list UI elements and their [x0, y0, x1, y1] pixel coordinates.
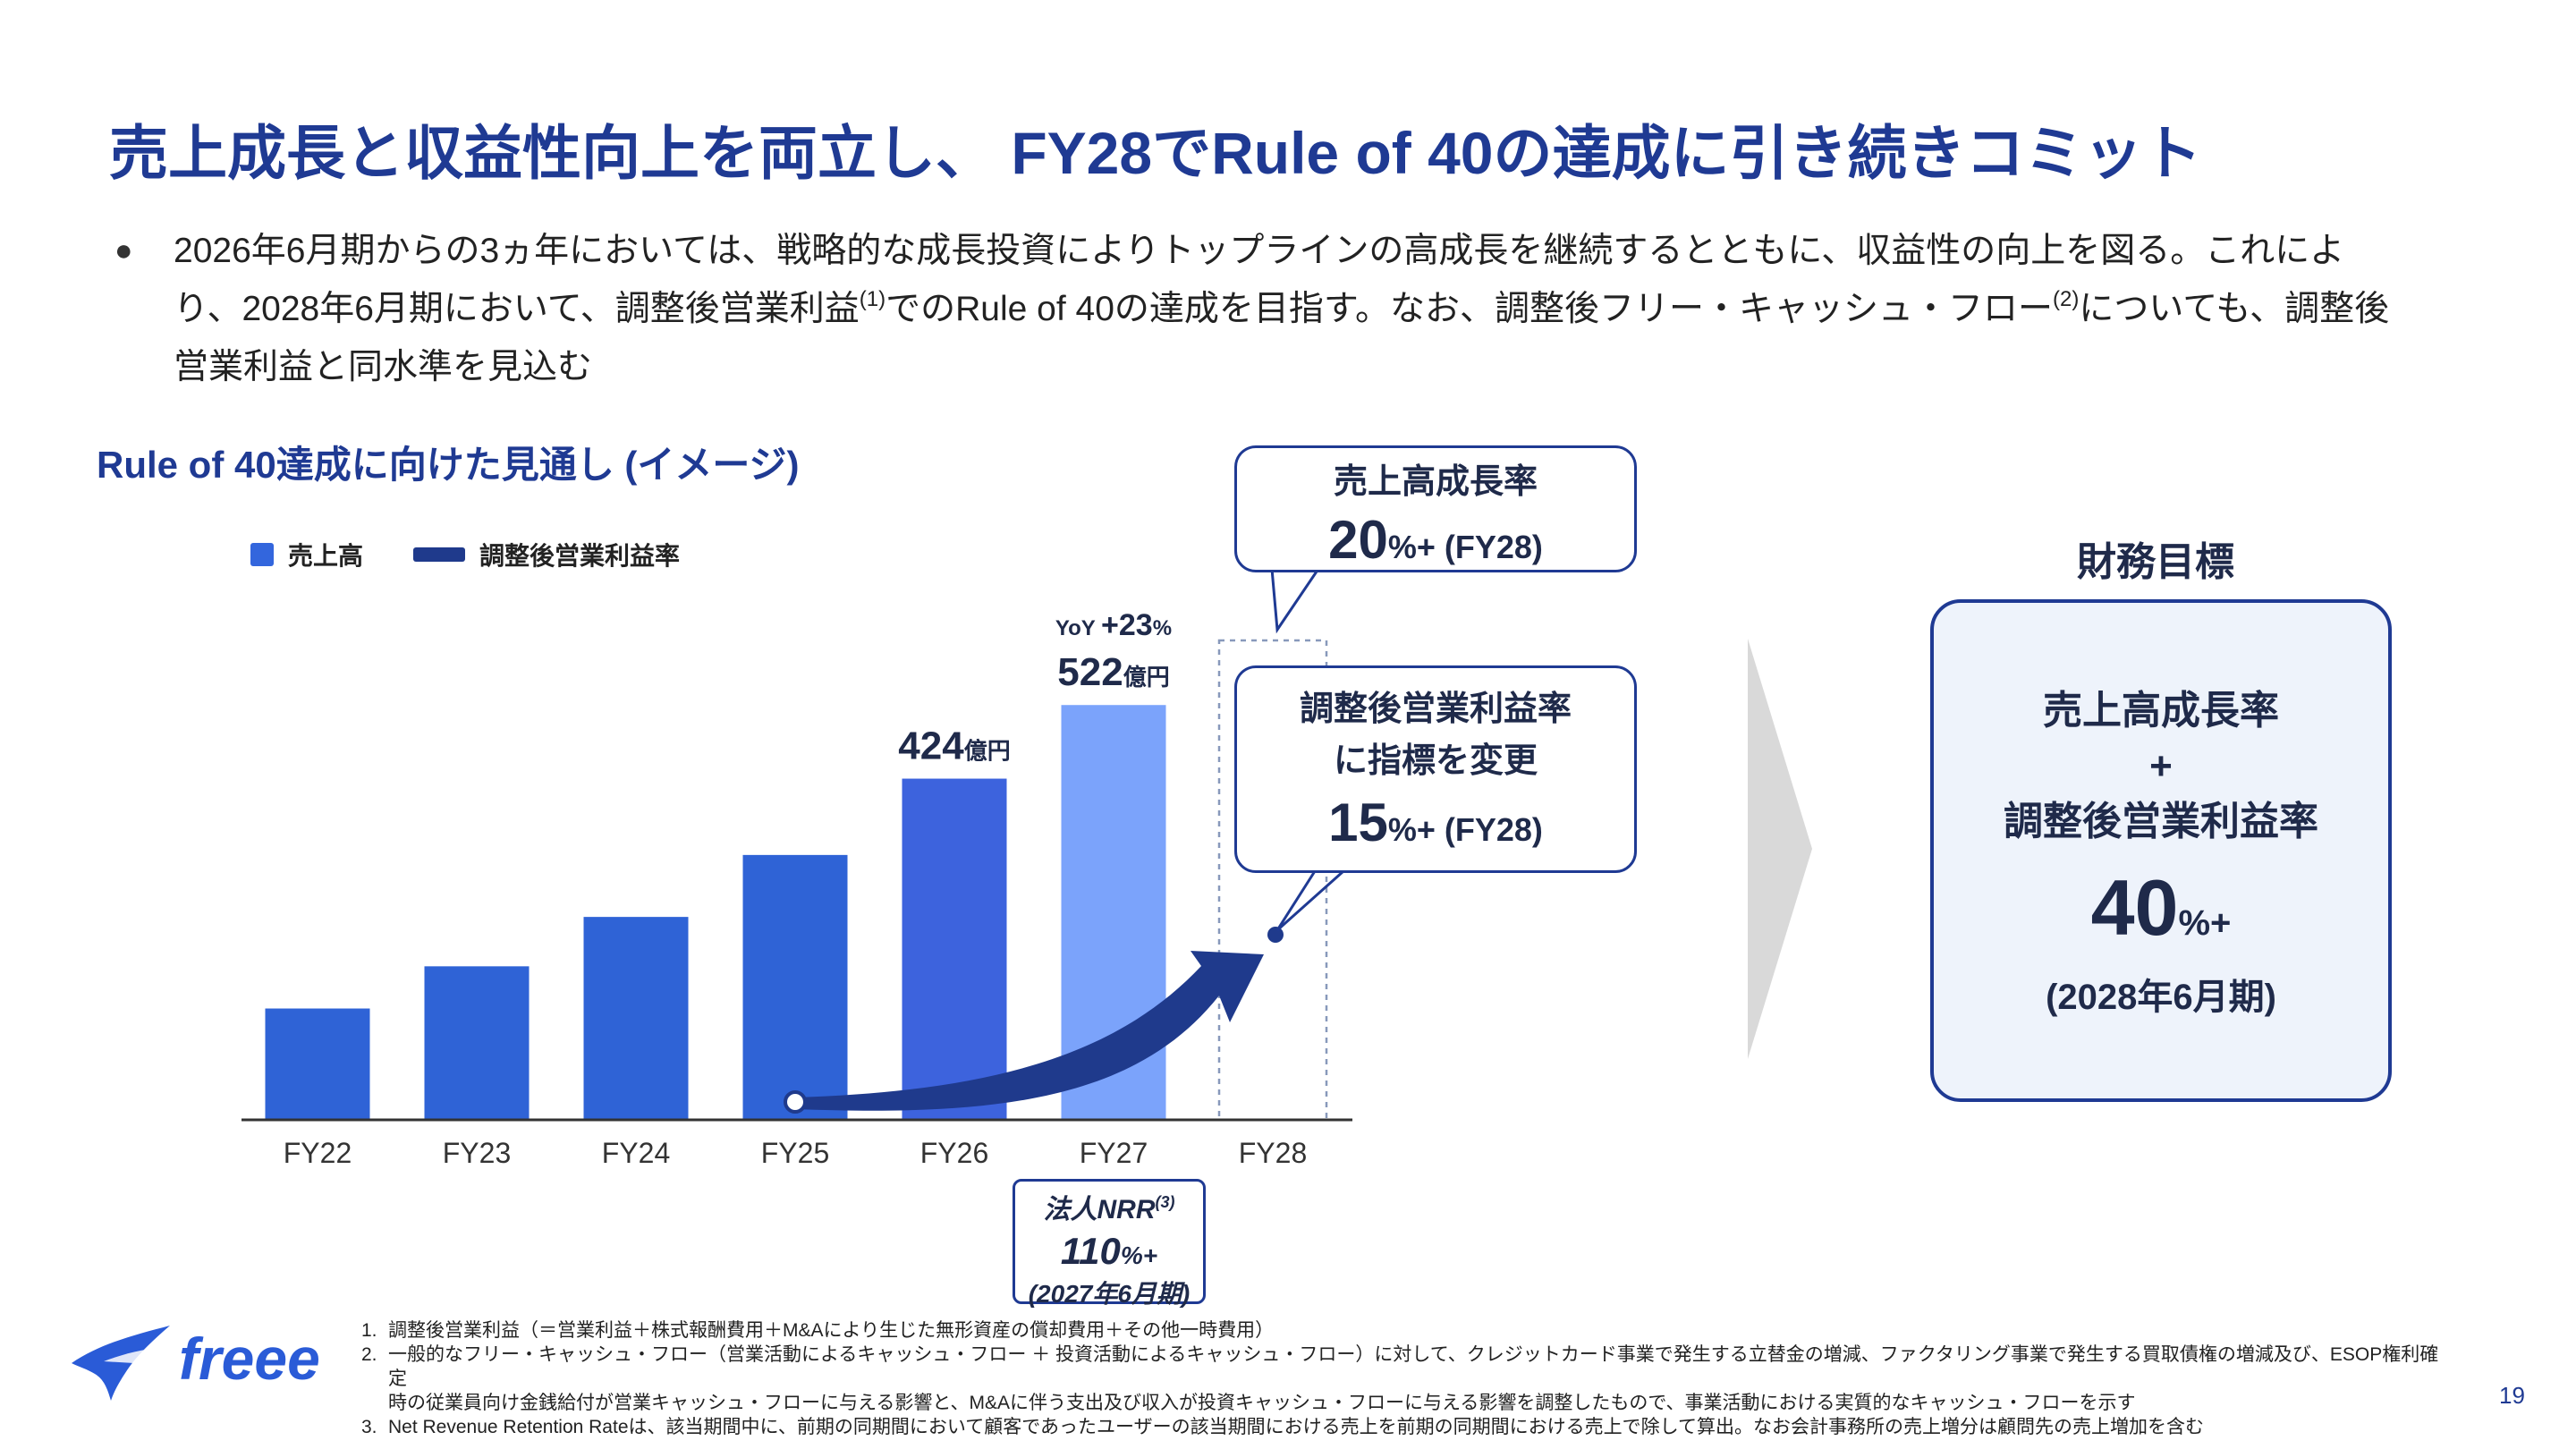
footnote-ref-1: (1) [859, 287, 886, 311]
x-tick-label: FY23 [443, 1137, 511, 1169]
goal-box: 売上高成長率 + 調整後営業利益率 40%+ (2028年6月期) [1930, 599, 2392, 1102]
bullet-line-1: 2026年6月期からの3ヵ年においては、戦略的な成長投資によりトップラインの高成… [174, 232, 2345, 270]
data-label-fy26: 424億円 [898, 724, 1010, 768]
footnote-ref-2: (2) [2053, 287, 2080, 311]
margin-callout-tail-left [1275, 870, 1317, 931]
goal-plus: + [2149, 744, 2173, 788]
margin-callout-tail-right [1276, 869, 1344, 932]
yoy-label: YoY +23% [1055, 608, 1172, 642]
margin-trend-arrow [795, 951, 1264, 1111]
legend-swatch-margin [413, 547, 466, 562]
bar-fy28-projected [1217, 639, 1328, 1122]
nrr-period: (2027年6月期) [1028, 1280, 1191, 1308]
chart-legend: 売上高 調整後営業利益率 [250, 537, 680, 572]
margin-label-2: に指標を変更 [1333, 742, 1538, 780]
footnote-text: 一般的なフリー・キャッシュ・フロー（営業活動によるキャッシュ・フロー ＋ 投資活… [388, 1344, 2439, 1389]
bullet-line-2-a: り、2028年6月期において、調整後営業利益 [174, 290, 860, 328]
section-title: Rule of 40達成に向けた見通し (イメージ) [97, 444, 800, 486]
margin-end-point [1267, 927, 1284, 943]
goal-period: (2028年6月期) [2046, 978, 2276, 1017]
bar-fy24 [583, 917, 689, 1120]
bar-fy22 [265, 1008, 370, 1120]
page-number: 19 [2499, 1382, 2525, 1409]
growth-rate-label: 売上高成長率 [1333, 463, 1538, 501]
goal-suffix: %+ [2178, 903, 2232, 943]
x-tick-label: FY22 [284, 1137, 352, 1169]
bar-fy25 [742, 854, 848, 1120]
legend-label-revenue: 売上高 [288, 542, 364, 570]
nrr-box: 法人NRR(3) 110%+ (2027年6月期) [1013, 1179, 1206, 1308]
x-tick-label: FY26 [920, 1137, 988, 1169]
footnotes: 1. 調整後営業利益（＝営業利益＋株式報酬費用＋M&Aにより生じた無形資産の償却費… [361, 1318, 2454, 1439]
growth-callout-tail [1270, 567, 1321, 634]
growth-rate-suffix: %+ (FY28) [1387, 529, 1543, 565]
margin-start-point [784, 1090, 807, 1114]
growth-rate-callout: 売上高成長率 20%+ (FY28) [1234, 445, 1637, 572]
footnote-num: 1. [361, 1320, 377, 1341]
goal-line-1: 売上高成長率 [2043, 689, 2279, 733]
x-tick-label: FY27 [1080, 1137, 1148, 1169]
footnote-3: 3. Net Revenue Retention Rateは、該当期間中に、前期の… [361, 1415, 2454, 1439]
bullet-marker: ● [114, 233, 133, 267]
legend-label-margin: 調整後営業利益率 [479, 542, 681, 570]
footnote-2: 2. 一般的なフリー・キャッシュ・フロー（営業活動によるキャッシュ・フロー ＋ 投… [361, 1343, 2454, 1415]
footnote-text: 調整後営業利益（＝営業利益＋株式報酬費用＋M&Aにより生じた無形資産の償却費用＋… [388, 1320, 1275, 1341]
summary-bullet: ● 2026年6月期からの3ヵ年においては、戦略的な成長投資によりトップラインの… [114, 222, 2494, 396]
bullet-line-3: 営業利益と同水準を見込む [174, 348, 593, 386]
chevron-right-icon [1748, 639, 1812, 1059]
nrr-label: 法人NRR [1043, 1195, 1156, 1224]
nrr-value: 110 [1060, 1230, 1121, 1272]
footnote-num: 2. [361, 1344, 377, 1365]
goal-value: 40 [2090, 863, 2179, 952]
margin-callout: 調整後営業利益率 に指標を変更 15%+ (FY28) [1234, 665, 1637, 873]
bullet-line-2-b: でのRule of 40の達成を目指す。なお、調整後フリー・キャッシュ・フロー [886, 290, 2054, 328]
bullet-line-2: り、2028年6月期において、調整後営業利益(1)でのRule of 40の達成… [174, 280, 2494, 338]
bar-fy26 [902, 778, 1007, 1120]
nrr-suffix: %+ [1120, 1241, 1158, 1269]
footnote-text: Net Revenue Retention Rateは、該当期間中に、前期の同期… [388, 1417, 2204, 1437]
margin-label-1: 調整後営業利益率 [1299, 691, 1572, 728]
margin-suffix: %+ (FY28) [1387, 811, 1543, 848]
footnote-1: 1. 調整後営業利益（＝営業利益＋株式報酬費用＋M&Aにより生じた無形資産の償却費… [361, 1318, 2454, 1343]
logo-text: freee [179, 1326, 320, 1392]
margin-value: 15 [1328, 792, 1388, 852]
bullet-line-2-c: についても、調整後 [2079, 290, 2390, 328]
goal-title: 財務目標 [2077, 540, 2234, 584]
footnote-ref-3: (3) [1155, 1193, 1175, 1211]
x-tick-label: FY28 [1239, 1137, 1307, 1169]
x-tick-label: FY25 [761, 1137, 829, 1169]
legend-swatch-revenue [250, 543, 274, 566]
data-label-fy27: 522億円 [1057, 650, 1169, 694]
footnote-text-cont: 時の従業員向け金銭給付が営業キャッシュ・フローに与える影響と、M&Aに伴う支出及… [388, 1393, 2136, 1413]
freee-logo: freee [72, 1326, 320, 1401]
goal-line-2: 調整後営業利益率 [2004, 800, 2318, 843]
bar-fy23 [424, 966, 530, 1120]
page-title: 売上成長と収益性向上を両立し、 FY28でRule of 40の達成に引き続きコ… [109, 120, 2202, 186]
growth-rate-value: 20 [1328, 510, 1388, 570]
x-tick-label: FY24 [602, 1137, 670, 1169]
footnote-num: 3. [361, 1417, 377, 1437]
